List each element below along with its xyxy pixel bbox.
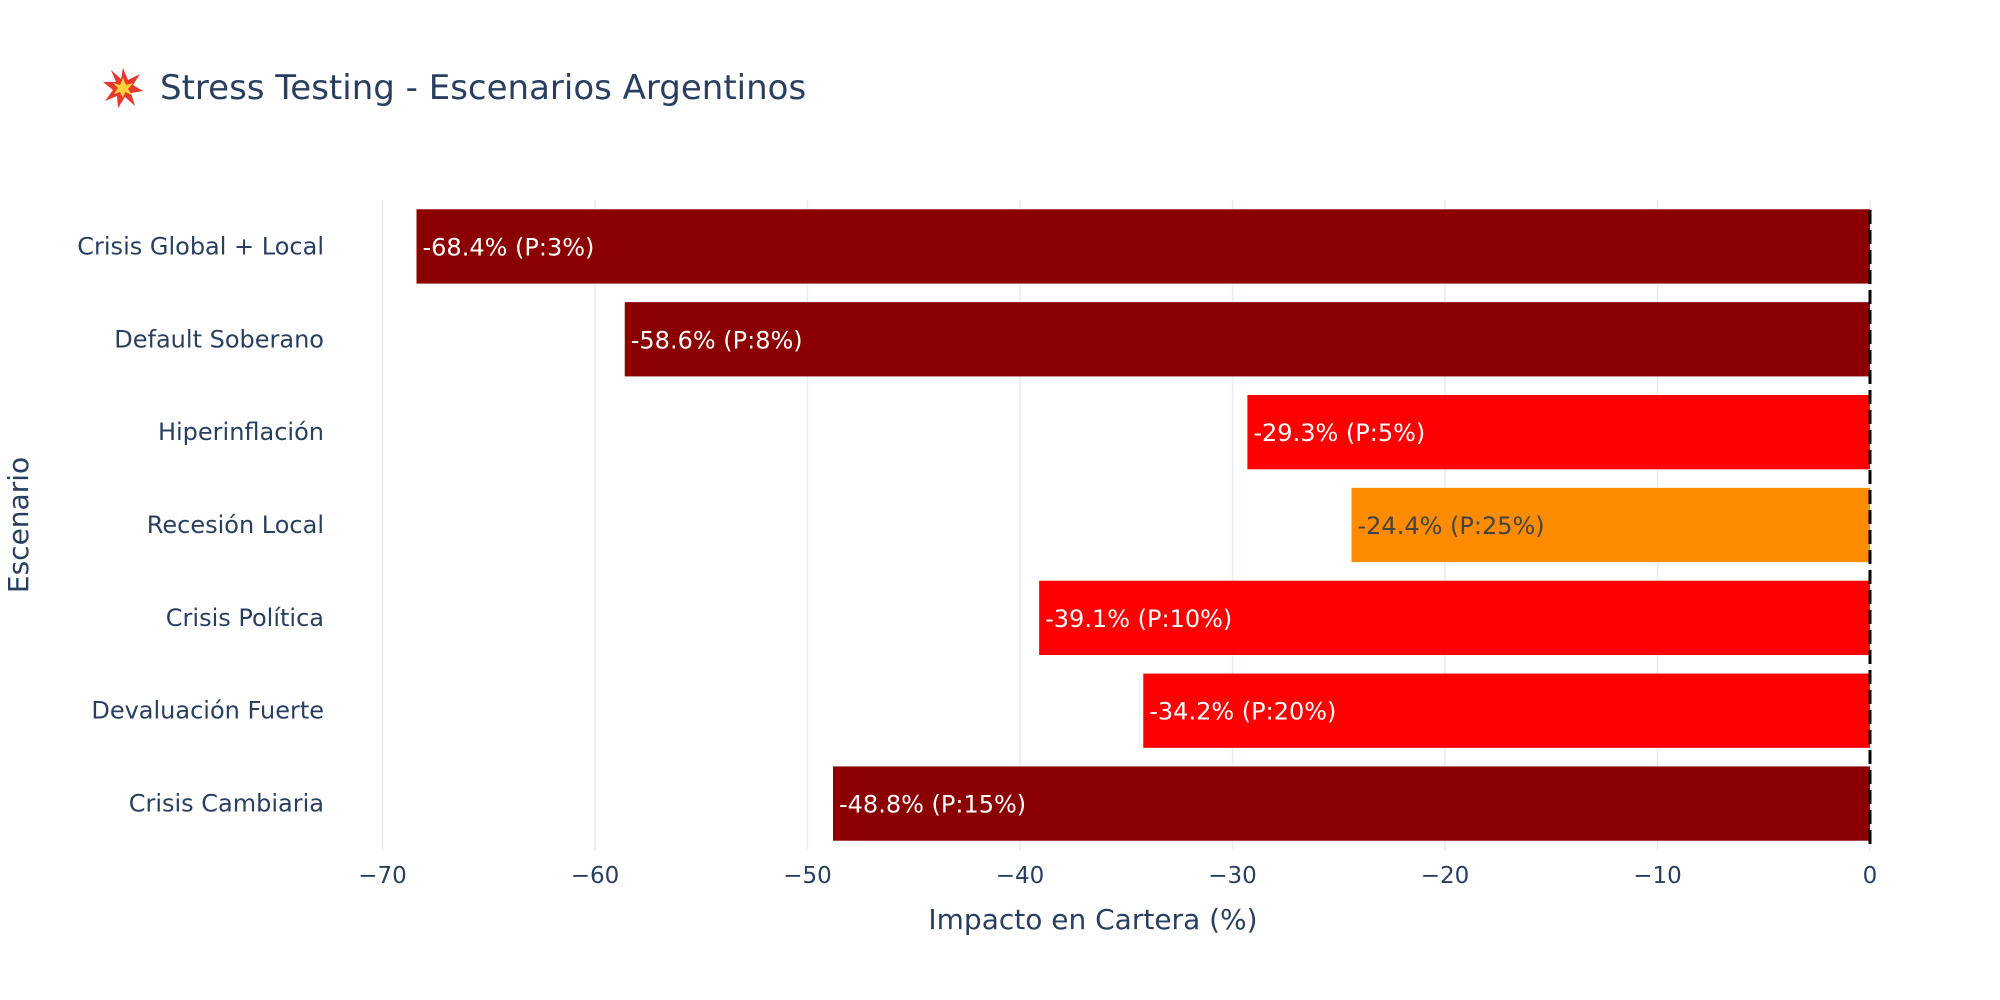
y-tick-label: Devaluación Fuerte [91, 697, 324, 725]
x-tick-labels: −70 −60 −50 −40 −30 −20 −10 0 [358, 863, 1877, 889]
x-tick-label: −50 [783, 863, 832, 889]
x-tick-label: −20 [1421, 863, 1470, 889]
chart-title-text: Stress Testing - Escenarios Argentinos [160, 68, 806, 108]
bar [624, 302, 1870, 377]
bar [416, 209, 1870, 284]
x-axis-title: Impacto en Cartera (%) [928, 903, 1257, 936]
bar [1143, 673, 1870, 748]
x-tick-label: −70 [358, 863, 407, 889]
bar [1351, 487, 1870, 563]
bar-data-label: -24.4% (P:25%) [1358, 512, 1545, 540]
bars [416, 209, 1870, 841]
bar-data-label: -39.1% (P:10%) [1045, 605, 1232, 633]
y-tick-label: Crisis Política [166, 604, 324, 632]
x-tick-label: −30 [1208, 863, 1257, 889]
data-labels: -68.4% (P:3%) -58.6% (P:8%) -29.3% (P:5%) -… [423, 233, 1545, 818]
bar-data-label: -58.6% (P:8%) [631, 326, 803, 354]
y-axis-title: Escenario [2, 457, 35, 593]
x-tick-label: 0 [1863, 863, 1878, 889]
collision-icon [103, 68, 143, 108]
bar [1247, 395, 1870, 470]
x-tick-label: −60 [571, 863, 620, 889]
chart-title: Stress Testing - Escenarios Argentinos [103, 68, 806, 108]
y-tick-label: Hiperinflación [158, 418, 324, 446]
bar-data-label: -34.2% (P:20%) [1149, 698, 1336, 726]
bar-data-label: -68.4% (P:3%) [423, 233, 595, 261]
bar [1039, 580, 1870, 655]
bar [833, 766, 1870, 841]
x-tick-label: −40 [996, 863, 1045, 889]
y-tick-labels: Crisis Global + Local Default Soberano Hip… [77, 232, 324, 817]
x-tick-label: −10 [1633, 863, 1682, 889]
y-tick-label: Recesión Local [147, 511, 324, 539]
bar-data-label: -48.8% (P:15%) [839, 791, 1026, 819]
y-tick-label: Crisis Global + Local [77, 232, 324, 260]
y-tick-label: Default Soberano [114, 325, 324, 353]
y-tick-label: Crisis Cambiaria [129, 790, 324, 818]
bar-data-label: -29.3% (P:5%) [1253, 419, 1425, 447]
